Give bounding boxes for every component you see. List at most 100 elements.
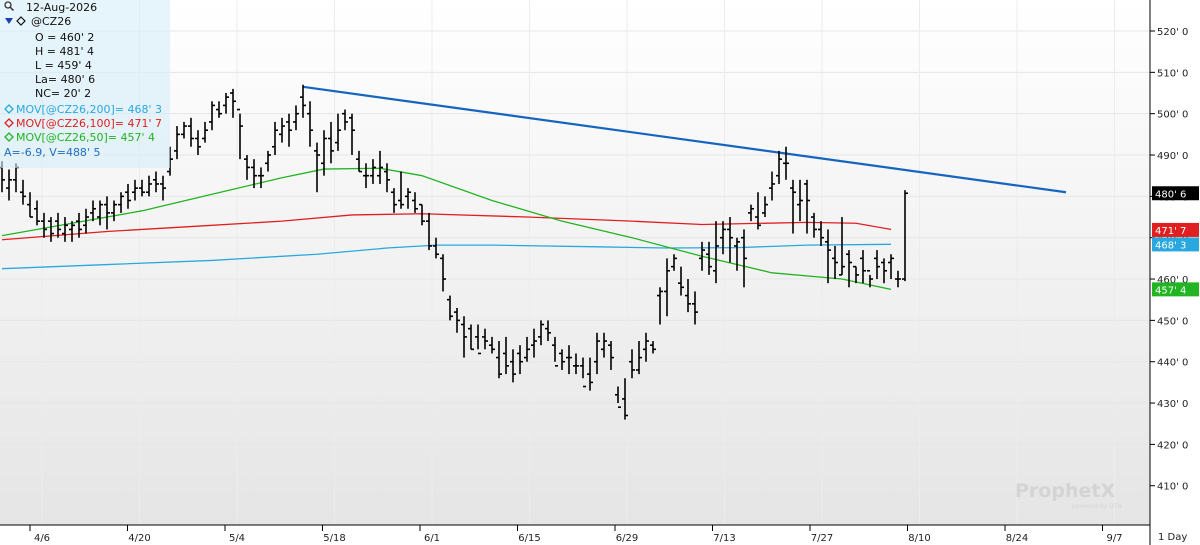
- ma-line: [1, 167, 892, 291]
- ohlc-bar: [762, 196, 768, 218]
- ohlc-bar: [678, 266, 684, 296]
- ohlc-bar: [328, 121, 334, 164]
- ohlc-bar: [524, 336, 530, 362]
- trendline-group: [302, 85, 1067, 194]
- ohlc-bar: [902, 190, 908, 282]
- ohlc-bar: [216, 101, 222, 118]
- magnifier-icon[interactable]: [4, 1, 15, 14]
- ma200-tag-text: 468' 3: [1155, 240, 1186, 251]
- ohlc-bar: [818, 221, 824, 246]
- ohlc-bar: [832, 245, 838, 280]
- ohlc-bar: [454, 307, 460, 333]
- ohlc-bar: [846, 250, 852, 288]
- ohlc-bar: [615, 386, 621, 408]
- ohlc-bar: [223, 93, 229, 114]
- net-change-value: NC= 20' 2: [35, 87, 92, 100]
- ohlc-bar: [538, 320, 544, 346]
- ohlc-bar: [559, 349, 565, 370]
- ohlc-bar: [69, 221, 75, 242]
- ohlc-bar: [874, 250, 880, 280]
- ma100-label[interactable]: MOV[@CZ26,100]= 471' 7: [16, 117, 162, 130]
- ohlc-bar: [720, 221, 726, 255]
- ohlc-bar: [90, 200, 96, 222]
- ohlc-bar: [419, 203, 425, 226]
- ohlc-bar: [489, 336, 495, 354]
- y-tick-label: 490' 0: [1157, 151, 1188, 162]
- ohlc-bar: [272, 121, 278, 156]
- ohlc-bar: [370, 159, 376, 184]
- ohlc-bar: [405, 188, 411, 209]
- ohlc-bar: [461, 316, 467, 358]
- high-value: H = 481' 4: [35, 45, 94, 58]
- ohlc-bar: [566, 345, 572, 375]
- y-tick-label: 420' 0: [1157, 440, 1188, 451]
- ohlc-bar: [279, 117, 285, 143]
- x-tick-label: 6/29: [616, 533, 638, 544]
- ohlc-bar: [671, 254, 677, 271]
- ohlc-bar: [475, 324, 481, 355]
- ohlc-bar: [237, 108, 243, 160]
- ohlc-bar: [839, 217, 845, 276]
- ohlc-bar: [384, 163, 390, 193]
- ohlc-bar: [139, 179, 145, 197]
- ohlc-bar: [783, 146, 789, 180]
- interval-label[interactable]: 1 Day: [1149, 525, 1187, 545]
- stats-label: A=-6.9, V=488' 5: [4, 146, 101, 159]
- x-tick-label: 4/20: [128, 533, 150, 544]
- plot-background: [0, 0, 1150, 525]
- ohlc-bar: [622, 378, 628, 420]
- ohlc-bar: [881, 258, 887, 284]
- ohlc-bar: [888, 254, 894, 280]
- ohlc-bar: [41, 212, 47, 238]
- ohlc-bar: [629, 349, 635, 379]
- ohlc-bar: [160, 175, 166, 201]
- diamond-icon: [16, 16, 26, 29]
- ohlc-bar: [6, 169, 12, 201]
- ohlc-bar: [55, 212, 61, 238]
- collapse-triangle-icon[interactable]: [4, 16, 14, 29]
- y-tick-label: 500' 0: [1157, 110, 1188, 121]
- ohlc-bar: [153, 171, 159, 193]
- ohlc-bar: [692, 291, 698, 325]
- ohlc-bar: [776, 150, 782, 184]
- ma50-label[interactable]: MOV[@CZ26,50]= 457' 4: [16, 131, 155, 144]
- ohlc-bar: [860, 250, 866, 284]
- ohlc-bar: [209, 101, 215, 131]
- ohlc-bar: [790, 179, 796, 234]
- ma200-label[interactable]: MOV[@CZ26,200]= 468' 3: [16, 103, 162, 116]
- ohlc-bar: [811, 212, 817, 238]
- ohlc-bar: [734, 237, 740, 271]
- prophetx-watermark: ProphetX powered by DTN: [1015, 480, 1122, 510]
- ohlc-bar: [244, 155, 250, 180]
- ohlc-bar: [335, 113, 341, 151]
- ohlc-bar: [363, 163, 369, 189]
- ohlc-bar: [76, 212, 82, 238]
- ohlc-bar: [867, 269, 873, 288]
- x-axis: 4/6 4/20 5/4 5/18 6/1 6/15 6/29 7/13 7/27 8/10 8/2…: [0, 524, 1200, 545]
- ma50-diamond-icon: [4, 132, 14, 145]
- symbol-label: @CZ26: [31, 15, 72, 28]
- ohlc-bar: [769, 171, 775, 201]
- ohlc-bar: [97, 200, 103, 226]
- horizontal-gridlines: [0, 30, 1150, 487]
- ohlc-bar: [552, 336, 558, 367]
- ohlc-bar: [132, 179, 138, 201]
- ohlc-bar: [83, 208, 89, 234]
- ohlc-bar: [286, 113, 292, 147]
- ohlc-bar: [587, 357, 593, 391]
- ohlc-bar: [195, 130, 201, 156]
- ohlc-bar: [265, 150, 271, 172]
- vertical-gridlines: [41, 0, 1115, 525]
- info-panel: 12-Aug-2026 @CZ26 O = 460' 2 H = 481' 4 …: [0, 0, 170, 168]
- ohlc-bar: [181, 121, 187, 139]
- ohlc-bar: [741, 229, 747, 288]
- ma100-tag: 471' 7: [1152, 222, 1199, 237]
- ohlc-bar: [496, 341, 502, 379]
- ma200-tag: 468' 3: [1152, 237, 1199, 252]
- chart-date: 12-Aug-2026: [26, 1, 98, 14]
- ohlc-bar: [699, 241, 705, 271]
- x-tick-label: 9/7: [1106, 533, 1122, 544]
- ma-line: [1, 213, 892, 241]
